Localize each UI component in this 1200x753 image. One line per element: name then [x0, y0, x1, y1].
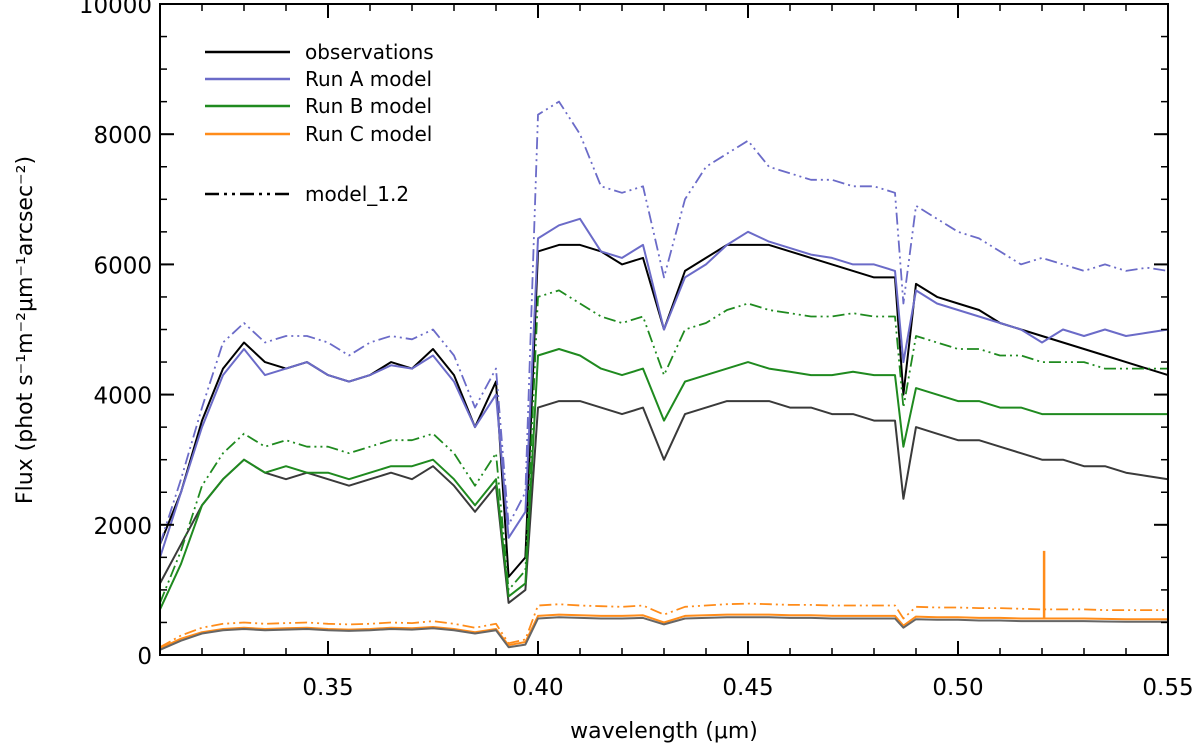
series-line-7 [159, 602, 1168, 648]
y-tick-label: 0 [137, 644, 152, 670]
series-line-1 [159, 400, 1169, 604]
legend-label: model_1.2 [305, 182, 409, 206]
series-line-2 [159, 217, 1169, 558]
plot-lines [159, 100, 1169, 651]
legend-label: observations [305, 40, 434, 64]
series-line-8 [159, 616, 1168, 651]
legend-label: Run C model [305, 122, 432, 146]
y-tick-label: 2000 [93, 514, 152, 540]
x-tick-label: 0.40 [512, 675, 563, 701]
legend: observations Run A model Run B model Run C … [205, 40, 434, 206]
x-tick-label: 0.50 [932, 675, 983, 701]
legend-label: Run A model [305, 67, 432, 91]
y-tick-label: 6000 [93, 253, 152, 279]
series-line-4 [159, 348, 1168, 610]
y-tick-label: 8000 [93, 123, 152, 149]
x-tick-label: 0.55 [1142, 675, 1193, 701]
legend-label: Run B model [305, 94, 432, 118]
x-tick-label: 0.45 [722, 675, 773, 701]
series-line-5 [159, 289, 1168, 604]
y-tick-label: 4000 [93, 384, 152, 410]
y-axis: 0 2000 4000 6000 8000 10000 [79, 0, 1168, 670]
x-tick-label: 0.35 [302, 675, 353, 701]
x-axis: 0.35 0.40 0.45 0.50 0.55 [159, 4, 1194, 701]
series-line-0 [159, 243, 1169, 578]
x-axis-label: wavelength (μm) [570, 719, 758, 744]
y-axis-label: Flux (phot s⁻¹m⁻²μm⁻¹arcsec⁻²) [13, 156, 38, 504]
y-tick-label: 10000 [79, 0, 152, 19]
series-line-6 [159, 613, 1168, 650]
series-line-3 [159, 100, 1169, 545]
